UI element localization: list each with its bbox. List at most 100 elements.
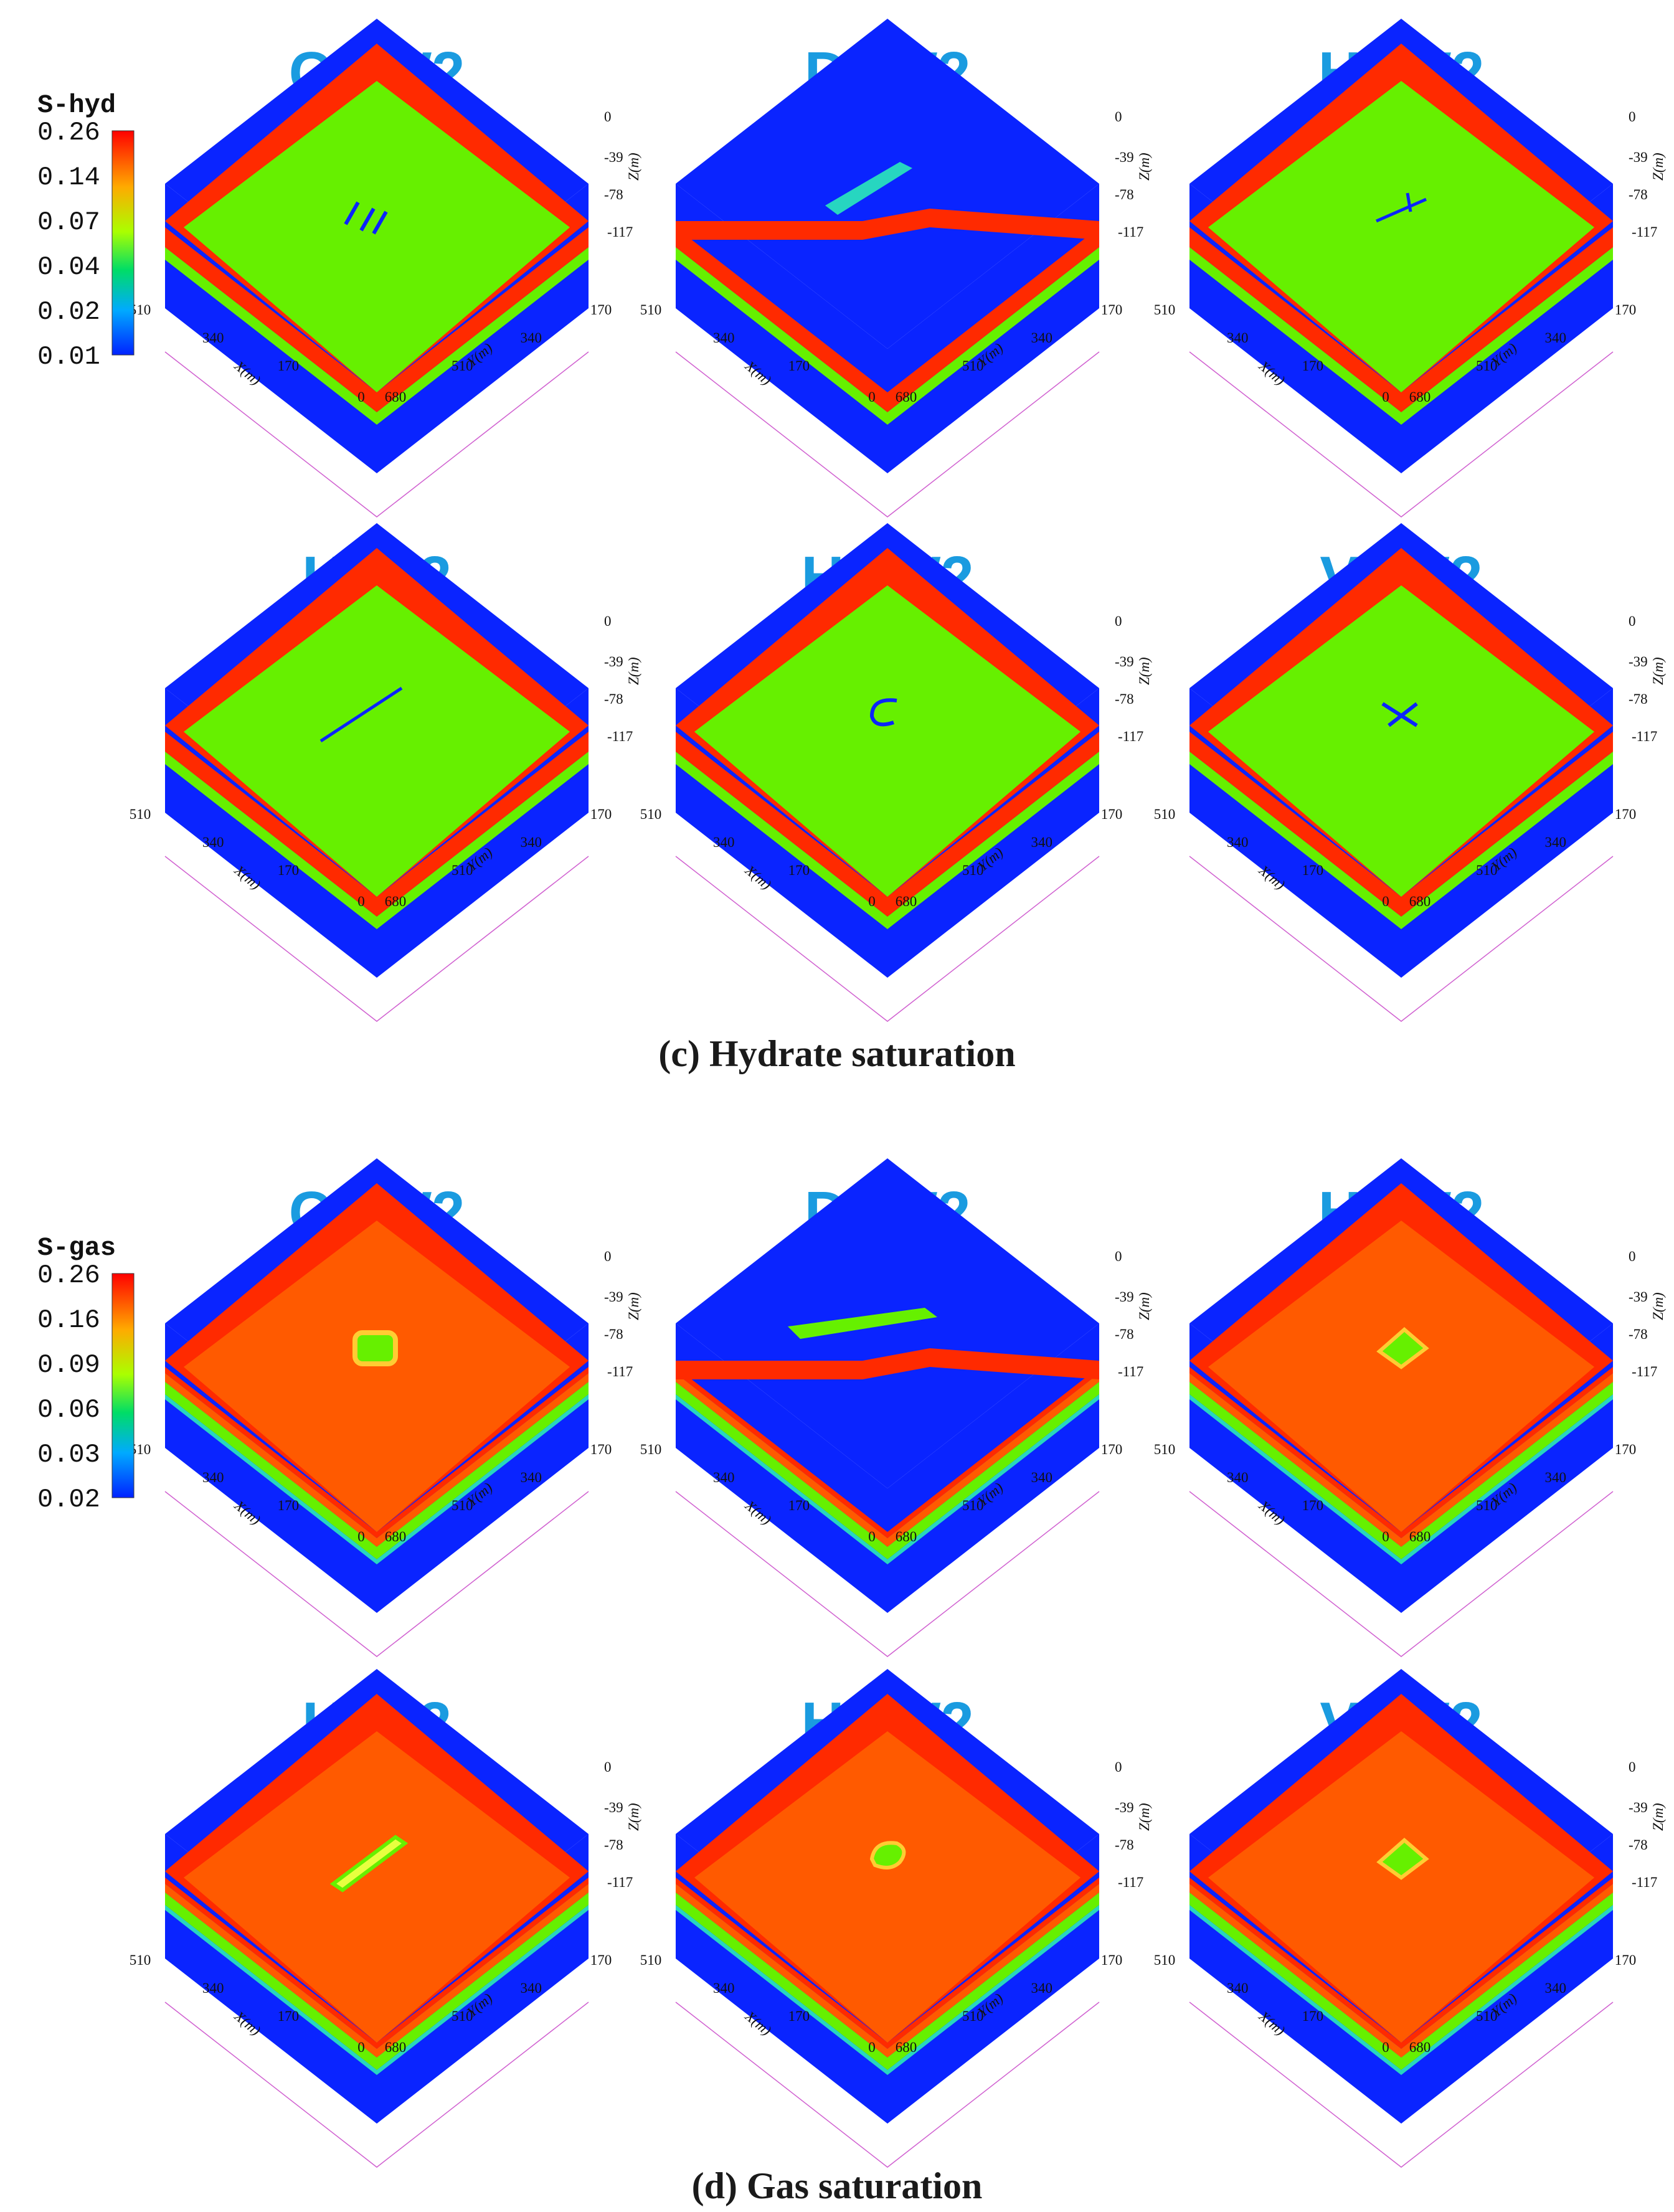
layer-left-1 [1189,752,1401,929]
layer-left-1 [165,752,377,929]
y-tick: 510 [452,863,473,878]
layer-right-0 [1401,732,1613,917]
y-tick: 510 [962,863,984,878]
z-tick: -39 [1115,654,1134,669]
z-axis-label: Z(m) [1137,657,1152,685]
layer-left-1 [676,1373,887,1547]
panel-chw2-hydrate: CHW25103401700X(m)680510340170Y(m)0-39-7… [130,19,641,518]
z-tick: -39 [1629,654,1648,669]
x-tick: 510 [130,1952,151,1968]
y-tick: 340 [1545,834,1567,850]
box-edge [164,856,589,1022]
panel-vlw2-gas: VLW25103401700X(m)680510340170Y(m)0-39-7… [1154,1669,1666,2168]
z-axis-label: Z(m) [626,657,641,685]
x-tick: 170 [278,2008,300,2024]
legend-tick: 0.04 [37,252,100,282]
layer-right-2 [377,1893,589,2070]
ridge-band [676,209,1099,240]
legend-colorbar [111,1273,135,1498]
z-tick: -117 [1632,1364,1657,1379]
x-tick: 0 [1382,389,1389,405]
y-tick: 680 [1409,894,1431,909]
layer-left-2 [1189,1893,1401,2070]
panel-hw2-gas: HW 25103401700X(m)680510340170Y(m)0-39-7… [130,1669,641,2168]
x-tick: 340 [202,1980,224,1996]
gas-blob [329,1835,409,1893]
legend-tick: 0.16 [37,1305,100,1335]
z-tick: -39 [604,1800,623,1815]
caption-hydrate: (c) Hydrate saturation [658,1033,1015,1074]
well-spiral [869,698,897,727]
x-tick: 340 [202,1470,224,1485]
z-tick: -78 [1115,691,1134,707]
z-axis-label: Z(m) [1137,1292,1152,1320]
x-tick: 0 [357,894,365,909]
y-tick: 680 [385,2039,407,2055]
x-tick: 0 [357,1529,365,1544]
x-tick: 170 [278,1498,300,1513]
well-line-1 [359,207,376,232]
z-tick: 0 [1115,1249,1122,1264]
y-tick: 340 [1031,1980,1053,1996]
layer-left-0 [676,1367,887,1538]
inner-surface [1208,585,1594,897]
y-tick: 340 [521,1980,542,1996]
well-line-2 [372,210,388,235]
well-line-0 [344,201,360,225]
gas-streak [788,1308,937,1339]
y-tick: 680 [896,894,917,909]
x-tick: 340 [202,834,224,850]
layer-left-1 [676,1884,887,2058]
x-tick: 340 [713,1470,735,1485]
layer-right-0 [1401,1878,1613,2049]
y-tick: 340 [1031,834,1053,850]
z-tick: -78 [1629,1837,1648,1853]
y-tick: 340 [1545,330,1567,346]
layer-right-2 [1401,1382,1613,1559]
inner-surface [184,585,570,897]
z-tick: -39 [604,1289,623,1305]
layer-right-1 [1401,247,1613,425]
inner-surface [184,81,570,392]
y-tick: 510 [1476,863,1498,878]
x-tick: 340 [1227,1470,1249,1485]
layer-right-3 [887,1905,1099,2075]
y-tick: 680 [385,389,407,405]
layer-right-0 [887,732,1099,917]
y-tick: 680 [896,2039,917,2055]
z-tick: -117 [1632,1874,1657,1890]
panel-hsw2-hydrate: HSW25103401700X(m)680510340170Y(m)0-39-7… [640,523,1152,1022]
y-tick: 680 [385,894,407,909]
z-tick: -117 [607,1874,633,1890]
z-tick: -78 [604,1837,623,1853]
z-tick: -78 [604,691,623,707]
layer-right-1 [377,1884,589,2058]
layer-right-3 [1401,1905,1613,2075]
z-tick: 0 [1115,109,1122,125]
x-tick: 170 [1302,863,1324,878]
z-tick: -78 [604,187,623,202]
z-axis-label: Z(m) [1137,1803,1152,1831]
x-tick: 510 [640,806,662,822]
y-tick: 680 [896,1529,917,1544]
gas-blob [352,1330,398,1366]
z-tick: 0 [1629,1759,1636,1775]
x-tick: 340 [713,834,735,850]
layer-right-0 [377,732,589,917]
layer-right-1 [1401,752,1613,929]
y-tick: 170 [1615,1952,1637,1968]
panel-dlw2-hydrate: DLW25103401700X(m)680510340170Y(m)0-39-7… [640,19,1152,518]
gas-blob [869,1841,906,1869]
y-tick: 680 [896,389,917,405]
y-tick: 510 [962,358,984,374]
x-tick: 510 [1154,1442,1176,1457]
layer-right-1 [1401,1884,1613,2058]
layer-left-0 [1189,732,1401,917]
gas-blob [1376,1838,1429,1880]
layer-left-0 [1189,1878,1401,2049]
legend-tick: 0.06 [37,1395,100,1425]
x-tick: 170 [1302,1498,1324,1513]
z-tick: -117 [1632,729,1657,744]
